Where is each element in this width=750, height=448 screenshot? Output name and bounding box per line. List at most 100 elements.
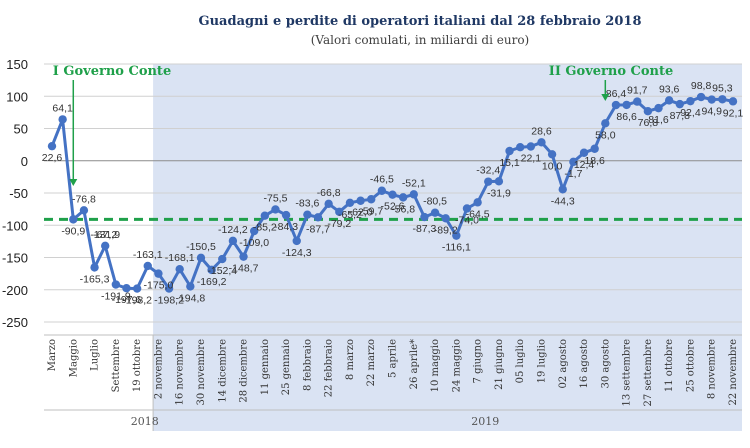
data-label: -85,2 — [253, 222, 277, 234]
x-tick-label: 26 aprile* — [409, 339, 420, 389]
y-tick-label: 0 — [21, 154, 28, 169]
data-label: 95,3 — [712, 82, 733, 94]
data-point — [494, 177, 504, 186]
data-label: -76,8 — [72, 193, 96, 205]
data-label: -66,8 — [317, 187, 341, 199]
data-point — [569, 157, 578, 167]
data-label: -56,8 — [391, 203, 415, 215]
data-label: -150,5 — [186, 241, 216, 253]
x-tick-label: 5 aprile — [388, 339, 399, 378]
data-label: -44,3 — [551, 195, 575, 207]
data-label: -52,6 — [381, 201, 405, 213]
data-label: 86,6 — [616, 111, 637, 123]
data-label: 10,0 — [542, 160, 563, 172]
data-label: 86,4 — [606, 88, 627, 100]
y-tick-label: -50 — [9, 186, 28, 201]
data-label: -64,5 — [466, 208, 490, 220]
x-tick-label: 25 ottobre — [685, 339, 696, 392]
data-label: -87,7 — [306, 223, 330, 235]
data-point — [696, 92, 706, 102]
data-label: 28,6 — [531, 125, 552, 137]
data-point — [260, 211, 270, 220]
data-point — [207, 265, 216, 275]
data-label: 93,6 — [659, 83, 680, 95]
data-label: -198,2 — [122, 295, 152, 307]
data-point — [728, 97, 738, 106]
x-tick-label: 27 settembre — [643, 339, 654, 407]
x-tick-label: 05 luglio — [515, 339, 526, 383]
x-tick-label: 11 ottobre — [664, 339, 675, 392]
data-point — [622, 100, 631, 110]
year-label: 2019 — [471, 415, 499, 428]
chart-title: Guadagni e perdite di operatori italiani… — [199, 14, 642, 29]
y-tick-label: -200 — [2, 283, 28, 298]
y-tick-label: 150 — [6, 57, 28, 72]
x-tick-label: Maggio — [68, 339, 79, 377]
data-point — [643, 107, 653, 116]
x-tick-label: Luglio — [90, 339, 101, 371]
data-point — [101, 241, 110, 251]
data-label: -197,6 — [112, 294, 142, 306]
data-point — [79, 206, 89, 215]
x-tick-label: 14 dicembre — [217, 339, 228, 403]
data-point — [47, 141, 57, 151]
data-label: -124,2 — [218, 224, 248, 236]
annotation-label: II Governo Conte — [549, 64, 674, 79]
data-point — [707, 95, 716, 104]
shaded-region — [153, 64, 742, 431]
data-label: 91,7 — [627, 85, 648, 97]
year-label: 2018 — [131, 415, 159, 428]
x-tick-label: 24 maggio — [451, 339, 462, 392]
data-point — [505, 146, 514, 156]
data-label: 15,1 — [499, 157, 520, 169]
data-label: -191,9 — [101, 291, 131, 303]
x-tick-label: 16 agosto — [579, 339, 590, 388]
data-label: 87,8 — [670, 110, 691, 122]
data-point — [601, 119, 610, 128]
data-point — [196, 253, 206, 263]
x-tick-label: 30 agosto — [600, 339, 611, 388]
annotation-arrow-head — [69, 179, 78, 186]
data-label: -90,9 — [61, 225, 85, 237]
data-point — [718, 95, 727, 104]
data-label: 22,6 — [42, 152, 63, 164]
data-label: -75,5 — [263, 192, 287, 204]
data-point — [175, 264, 184, 274]
data-point — [122, 284, 131, 293]
x-tick-label: 25 gennaio — [281, 339, 292, 395]
x-tick-label: 8 marzo — [345, 339, 356, 380]
x-tick-label: 7 giugno — [473, 339, 484, 383]
data-point — [186, 282, 195, 291]
data-point — [430, 208, 440, 217]
x-tick-label: 21 giugno — [494, 339, 505, 390]
data-point — [664, 96, 674, 105]
data-point — [367, 195, 376, 204]
annotation-arrow-head — [601, 94, 610, 101]
data-label: -1,7 — [564, 168, 582, 180]
x-tick-label: 8 novembre — [707, 339, 718, 399]
data-label: 98,8 — [691, 80, 712, 92]
data-point — [515, 143, 525, 152]
data-point — [558, 185, 567, 194]
data-point — [303, 210, 312, 219]
data-label: -87,3 — [412, 223, 436, 235]
data-point — [132, 284, 142, 293]
data-point — [473, 198, 482, 207]
y-tick-label: 50 — [14, 122, 28, 137]
data-label: -109,0 — [239, 237, 269, 249]
data-point — [218, 254, 227, 264]
data-point — [239, 252, 248, 261]
data-point — [90, 263, 99, 272]
x-tick-label: 22 marzo — [366, 339, 377, 386]
data-point — [111, 280, 121, 289]
data-point — [452, 231, 461, 240]
data-label: 81,6 — [648, 114, 669, 126]
data-point — [547, 150, 557, 159]
data-label: 18,6 — [584, 155, 605, 167]
axis-dividers — [44, 334, 742, 431]
x-tick-label: 13 settembre — [622, 339, 633, 407]
data-point — [633, 97, 642, 106]
x-tick-label: 30 novembre — [196, 339, 207, 406]
x-tick-label: Settembre — [111, 339, 122, 392]
